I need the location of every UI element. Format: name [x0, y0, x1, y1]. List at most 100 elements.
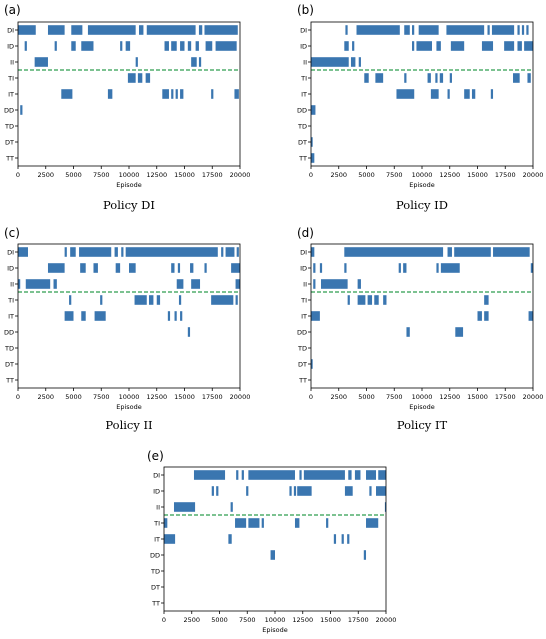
bar-segment: [375, 73, 384, 83]
bar-segment: [464, 89, 470, 99]
bar-segment: [313, 263, 316, 273]
bar-segment: [418, 25, 439, 35]
x-axis-label: Episode: [262, 626, 288, 634]
x-tick-label: 15000: [320, 616, 341, 624]
x-tick-label: 17500: [495, 171, 516, 179]
y-tick-label: DT: [5, 139, 14, 147]
bar-segment: [87, 25, 136, 35]
bar-segment: [146, 25, 196, 35]
bar-segment: [341, 534, 344, 544]
bar-segment: [369, 486, 372, 496]
bar-segment: [471, 89, 476, 99]
x-tick-label: 17500: [202, 393, 223, 401]
bar-segment: [171, 89, 174, 99]
x-axis-label: Episode: [409, 403, 435, 411]
bar-segment: [356, 25, 400, 35]
bar-segment: [297, 486, 312, 496]
bar-segment: [344, 247, 444, 257]
x-tick-label: 10000: [119, 393, 140, 401]
bar-segment: [344, 41, 349, 51]
bar-segment: [248, 470, 295, 480]
bar-segment: [357, 279, 361, 289]
bar-segment: [504, 41, 515, 51]
bar-segment: [490, 89, 494, 99]
bar-segment: [374, 295, 379, 305]
bar-segment: [352, 41, 355, 51]
bar-segment: [435, 73, 438, 83]
x-tick-label: 2500: [37, 171, 54, 179]
bar-segment: [121, 247, 124, 257]
bar-segment: [228, 534, 232, 544]
bar-segment: [235, 518, 247, 528]
bar-segment: [354, 470, 361, 480]
bar-segment: [47, 25, 65, 35]
y-tick-label: TD: [297, 123, 307, 131]
bar-segment: [93, 263, 98, 273]
x-tick-label: 15000: [174, 171, 195, 179]
bar-segment: [477, 311, 482, 321]
bar-segment: [347, 534, 350, 544]
bar-segment: [235, 279, 240, 289]
bar-segment: [344, 486, 353, 496]
y-tick-label: TT: [5, 377, 14, 385]
bar-segment: [107, 89, 113, 99]
x-tick-label: 12500: [292, 616, 313, 624]
chart-panel: (e) DI ID II TI IT DD TD DT TT0 2500 5000 7500 10000 1…: [147, 449, 396, 634]
bar-segment: [517, 41, 522, 51]
bar-segment: [114, 247, 118, 257]
bar-segment: [320, 279, 348, 289]
bar-segment: [378, 470, 386, 480]
bar-segment: [205, 41, 213, 51]
panel-caption: Policy IT: [397, 418, 448, 432]
bar-segment: [94, 311, 106, 321]
bar-segment: [311, 105, 316, 115]
bar-segment: [311, 311, 320, 321]
bar-segment: [79, 247, 112, 257]
y-tick-label: ID: [153, 488, 160, 496]
bar-segment: [524, 41, 533, 51]
bar-segment: [148, 295, 154, 305]
bar-segment: [364, 73, 369, 83]
bar-segment: [221, 247, 224, 257]
bar-segment: [358, 57, 361, 67]
bar-segment: [64, 311, 74, 321]
bar-segment: [53, 279, 57, 289]
y-tick-label: DT: [298, 139, 307, 147]
x-tick-label: 20000: [523, 393, 544, 401]
bar-segment: [440, 263, 460, 273]
x-tick-label: 2500: [183, 616, 200, 624]
y-tick-label: ID: [300, 43, 307, 51]
bar-segment: [454, 247, 491, 257]
y-tick-label: DT: [298, 361, 307, 369]
bar-segment: [174, 311, 177, 321]
bar-segment: [513, 73, 520, 83]
bar-segment: [246, 486, 249, 496]
bar-segment: [120, 41, 123, 51]
y-tick-label: IT: [301, 313, 307, 321]
bar-segment: [236, 247, 239, 257]
bar-segment: [311, 359, 313, 369]
bar-segment: [137, 73, 143, 83]
bar-segment: [64, 247, 67, 257]
bar-segment: [80, 263, 86, 273]
panel-label: (d): [297, 226, 314, 240]
y-tick-label: IT: [8, 91, 14, 99]
bar-segment: [528, 311, 533, 321]
y-tick-label: DT: [151, 584, 160, 592]
x-tick-label: 15000: [174, 393, 195, 401]
x-tick-label: 2500: [330, 171, 347, 179]
bar-segment: [127, 73, 136, 83]
panel-caption: Policy II: [105, 418, 152, 432]
bar-segment: [115, 263, 121, 273]
bar-segment: [180, 89, 184, 99]
panel-label: (c): [4, 226, 20, 240]
x-tick-label: 10000: [412, 171, 433, 179]
x-tick-label: 0: [309, 393, 313, 401]
y-tick-label: IT: [301, 91, 307, 99]
bar-segment: [18, 247, 28, 257]
bar-segment: [71, 25, 83, 35]
y-tick-label: DT: [5, 361, 14, 369]
y-tick-label: DD: [297, 107, 307, 115]
y-tick-label: II: [303, 59, 307, 67]
bar-segment: [436, 41, 441, 51]
